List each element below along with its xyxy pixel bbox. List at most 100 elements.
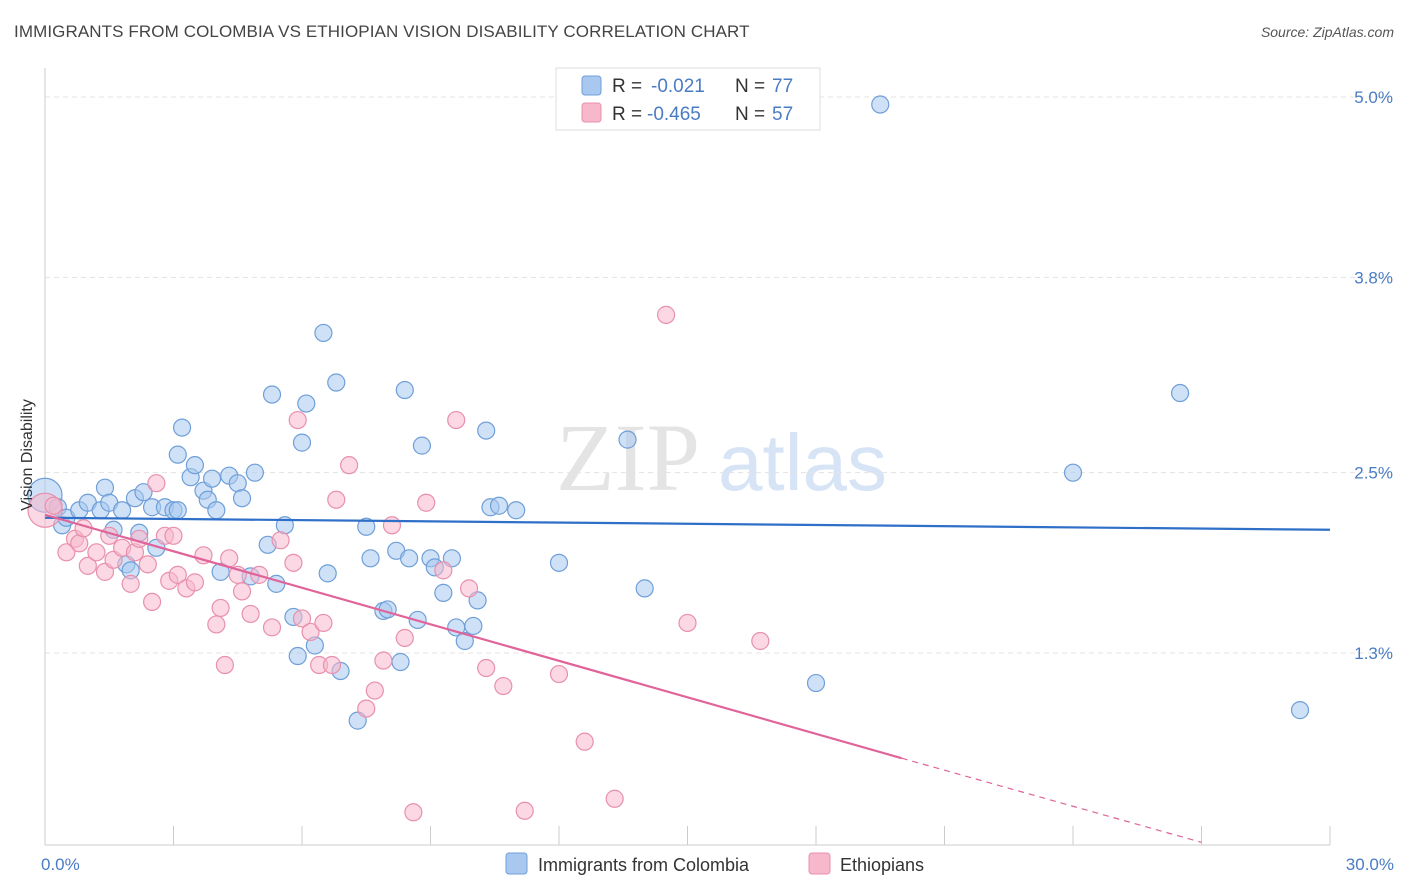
legend-row-colombia: R = -0.021 N = 77 <box>581 75 793 97</box>
ethiopian-point <box>241 604 260 624</box>
chart-title: IMMIGRANTS FROM COLOMBIA VS ETHIOPIAN VI… <box>14 22 750 41</box>
ethiopian-point <box>262 618 282 637</box>
ethiopian-point <box>232 582 252 601</box>
ethiopian-point <box>404 803 423 822</box>
ethiopian-trend-extension <box>901 757 1202 843</box>
ethiopian-point <box>605 789 624 808</box>
legend-swatch-ethiopians <box>581 102 602 123</box>
ethiopian-point <box>288 410 307 430</box>
colombia-point <box>228 474 247 493</box>
series-legend: Immigrants from Colombia Ethiopians <box>505 852 924 875</box>
legend-r-label: R = <box>612 104 642 125</box>
colombia-point <box>168 445 187 464</box>
ethiopian-point <box>284 553 303 572</box>
legend-r-value-ethiopians: -0.465 <box>647 104 701 125</box>
colombia-point <box>1290 701 1310 720</box>
colombia-point <box>618 430 637 449</box>
grid-lines <box>45 96 1390 654</box>
colombia-trend-line <box>44 516 1331 531</box>
ethiopian-point <box>417 493 436 512</box>
ethiopian-point <box>434 561 453 580</box>
colombia-point <box>399 549 419 568</box>
series-legend-label-ethiopians: Ethiopians <box>840 855 924 875</box>
ethiopian-point <box>70 534 89 553</box>
axes <box>44 68 1331 846</box>
colombia-point <box>391 652 410 672</box>
colombia-point <box>327 373 346 392</box>
colombia-point <box>412 436 432 455</box>
colombia-point <box>112 501 132 520</box>
source-credit: Source: ZipAtlas.com <box>1260 24 1394 40</box>
tick-labels: 1.3% 2.5% 3.8% 5.0% 0.0% 30.0% <box>41 88 1394 874</box>
ethiopian-point <box>459 579 479 598</box>
legend-r-value-colombia: -0.021 <box>651 76 705 97</box>
ethiopian-point <box>44 496 63 515</box>
legend-r-label: R = <box>612 76 642 97</box>
colombia-point <box>292 433 312 452</box>
colombia-point <box>232 489 252 508</box>
colombia-point <box>1063 463 1083 482</box>
y-tick-label: 3.8% <box>1354 268 1393 287</box>
ethiopian-point <box>395 628 414 648</box>
colombia-point <box>262 385 282 404</box>
ethiopian-point <box>447 410 466 430</box>
legend-n-label: N = <box>735 104 765 125</box>
colombia-point <box>202 469 222 488</box>
ethiopian-point <box>207 615 226 634</box>
colombia-point <box>211 562 230 581</box>
ethiopian-point <box>382 516 402 535</box>
ethiopian-point <box>678 613 697 633</box>
ethiopian-point <box>142 592 162 612</box>
ethiopian-point <box>549 664 569 684</box>
legend-n-label: N = <box>735 76 765 97</box>
trend-lines <box>44 513 1331 843</box>
colombia-point <box>297 394 316 413</box>
ethiopian-point <box>751 631 770 651</box>
colombia-point <box>464 616 483 636</box>
series-legend-label-colombia: Immigrants from Colombia <box>538 855 750 875</box>
ethiopian-point <box>365 681 384 700</box>
ethiopian-point <box>656 305 676 324</box>
ethiopian-point <box>87 543 106 562</box>
x-tick-label: 30.0% <box>1346 855 1394 874</box>
series-legend-item-colombia: Immigrants from Colombia <box>505 852 750 875</box>
ethiopian-point <box>322 655 342 675</box>
y-tick-label: 5.0% <box>1354 88 1393 107</box>
colombia-point <box>314 323 333 343</box>
colombia-point <box>477 421 496 440</box>
watermark-atlas: atlas <box>718 418 887 507</box>
colombia-point <box>95 478 115 497</box>
colombia-point <box>361 549 380 568</box>
ethiopian-point <box>271 531 290 550</box>
ethiopian-point <box>575 732 594 751</box>
data-points <box>27 95 1310 822</box>
colombia-point <box>395 380 414 400</box>
colombia-point <box>1170 383 1190 403</box>
ethiopian-point <box>164 526 183 545</box>
colombia-point <box>507 501 526 520</box>
colombia-point <box>635 579 654 598</box>
ethiopian-point <box>301 622 320 642</box>
y-tick-label: 2.5% <box>1354 464 1393 483</box>
colombia-point <box>207 501 226 520</box>
watermark-zip: ZIP <box>556 404 700 511</box>
colombia-point <box>318 564 337 583</box>
colombia-point <box>871 95 890 114</box>
series-legend-swatch-colombia <box>505 852 528 875</box>
series-legend-swatch-ethiopians <box>808 852 831 875</box>
ethiopian-point <box>215 655 234 675</box>
ethiopian-point <box>374 651 393 670</box>
ethiopian-point <box>494 676 513 696</box>
ethiopian-point <box>78 556 97 575</box>
colombia-point <box>434 583 453 602</box>
legend-row-ethiopians: R = -0.465 N = 57 <box>581 102 793 125</box>
ethiopian-point <box>138 555 157 574</box>
ethiopian-point <box>357 699 376 718</box>
ethiopian-point <box>477 658 496 678</box>
ethiopian-point <box>185 573 205 592</box>
ethiopian-point <box>314 613 333 633</box>
ethiopian-trend-line <box>44 513 902 760</box>
colombia-point <box>549 553 569 572</box>
ethiopian-point <box>340 456 359 475</box>
